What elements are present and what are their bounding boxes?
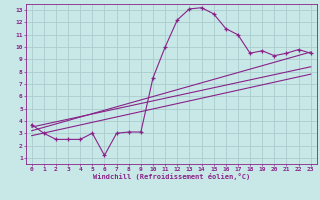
X-axis label: Windchill (Refroidissement éolien,°C): Windchill (Refroidissement éolien,°C) xyxy=(92,173,250,180)
